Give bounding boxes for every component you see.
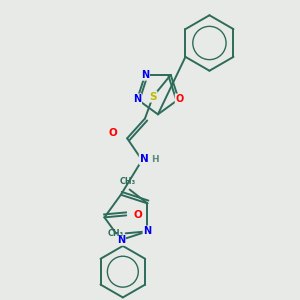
Text: S: S <box>149 92 157 102</box>
Text: O: O <box>134 210 142 220</box>
Text: N: N <box>133 94 141 104</box>
Text: H: H <box>151 154 159 164</box>
Text: O: O <box>109 128 118 138</box>
Text: CH₃: CH₃ <box>120 177 136 186</box>
Text: N: N <box>143 226 152 236</box>
Text: O: O <box>176 94 184 104</box>
Text: N: N <box>141 70 149 80</box>
Text: N: N <box>140 154 148 164</box>
Text: CH₃: CH₃ <box>108 229 124 238</box>
Text: N: N <box>117 235 125 245</box>
